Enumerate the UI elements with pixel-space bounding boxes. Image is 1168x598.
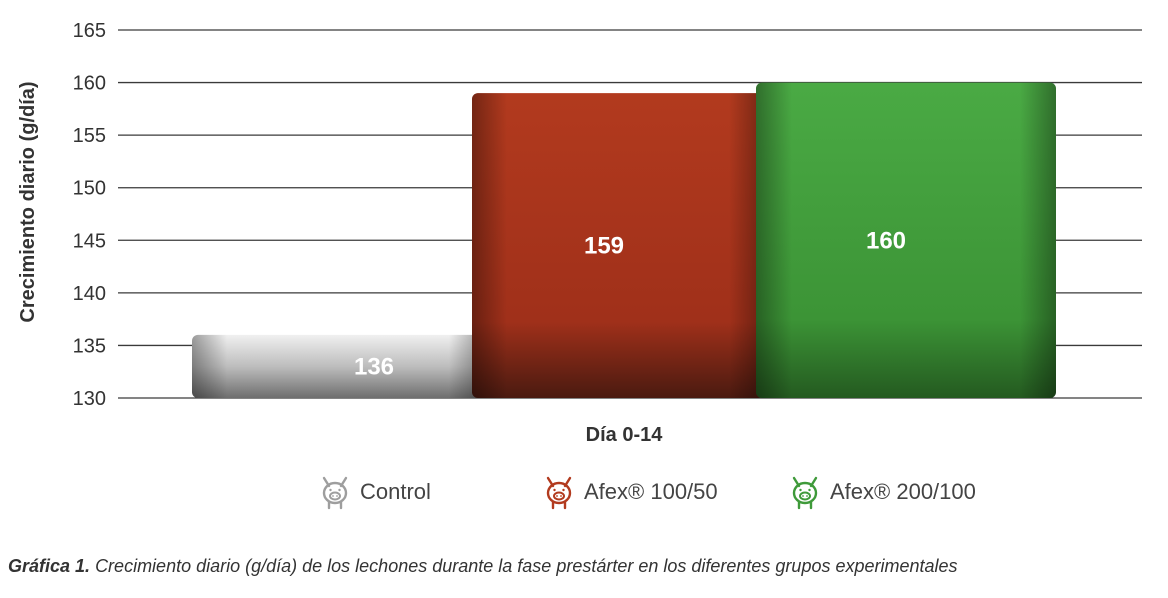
bar-shading: [192, 334, 484, 398]
legend-label: Afex® 200/100: [830, 479, 976, 504]
bar-shading: [472, 93, 764, 398]
bar-2: 160: [756, 82, 1056, 399]
bar-value-label: 159: [584, 233, 624, 260]
y-tick-label: 155: [73, 125, 106, 147]
y-tick-label: 150: [73, 178, 106, 200]
legend: Control Afex® 100/50 Afex® 200/100: [0, 474, 1168, 518]
bar-value-label: 160: [866, 227, 906, 254]
legend-item-afex-200-100: Afex® 200/100: [788, 474, 976, 510]
y-axis-label: Crecimiento diario (g/día): [17, 81, 39, 322]
legend-item-control: Control: [318, 474, 431, 510]
caption-text: Crecimiento diario (g/día) de los lechon…: [95, 556, 958, 576]
caption-prefix: Gráfica 1.: [8, 556, 91, 576]
bars: 136 159 160: [192, 82, 1056, 399]
pig-icon: [546, 476, 572, 510]
y-tick-label: 130: [73, 388, 106, 410]
y-tick-label: 140: [73, 283, 106, 305]
figure-caption: Gráfica 1. Crecimiento diario (g/día) de…: [8, 556, 958, 577]
bar-shading: [756, 82, 1056, 399]
y-tick-label: 145: [73, 230, 106, 252]
pig-icon: [322, 476, 348, 510]
pig-icon: [792, 476, 818, 510]
y-tick-label: 165: [73, 20, 106, 42]
legend-label: Control: [360, 479, 431, 504]
bar-1: 159: [472, 93, 764, 398]
legend-item-afex-100-50: Afex® 100/50: [542, 474, 718, 510]
y-axis-ticks: 130 135 140 145 150 155 160 165: [73, 20, 106, 410]
bar-chart: 130 135 140 145 150 155 160 165 136 159 160 Creci…: [17, 20, 1142, 446]
x-axis-label: Día 0-14: [586, 424, 664, 446]
y-tick-label: 160: [73, 73, 106, 95]
bar-0: 136: [192, 334, 484, 398]
bar-value-label: 136: [354, 353, 394, 380]
y-tick-label: 135: [73, 335, 106, 357]
legend-label: Afex® 100/50: [584, 479, 718, 504]
